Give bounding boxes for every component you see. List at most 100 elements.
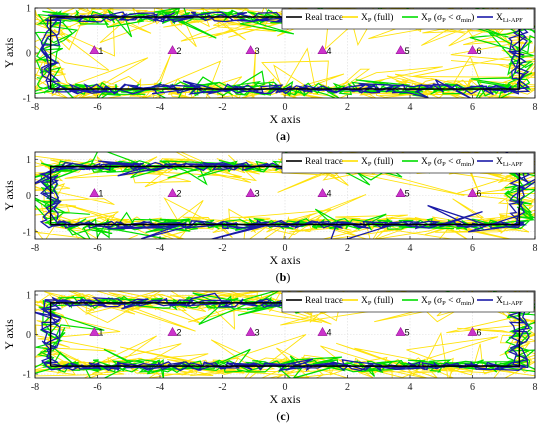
panel-caption-letter: a: [280, 129, 286, 143]
anchor-label: 2: [177, 328, 182, 338]
anchor-marker: [395, 45, 406, 55]
y-tick-label: 1: [26, 155, 31, 166]
x-tick-label: -4: [156, 243, 164, 254]
anchor-marker: [395, 188, 406, 197]
x-tick-label: -2: [218, 382, 226, 393]
legend-entry: Real trace: [305, 296, 343, 306]
x-axis-label: X axis: [270, 392, 301, 406]
x-tick-label: -6: [93, 243, 101, 254]
anchor-marker: [245, 188, 256, 197]
x-tick-label: -6: [93, 382, 101, 393]
chart-panel-b: 1 2 3 4 5 6 -8 -6 -4 -2 0 2 4 6 8 -1 0 1 X axis Y axis Real …: [2, 151, 538, 284]
anchor-label: 3: [255, 328, 260, 338]
anchor-marker: [167, 188, 178, 197]
x-tick-label: 4: [408, 102, 413, 113]
series-line-xp-full: [35, 291, 535, 378]
x-tick-label: 0: [283, 382, 288, 393]
legend-entry: XLi-APF: [496, 296, 523, 307]
anchor-marker: [467, 45, 478, 55]
y-tick-label: 1: [26, 290, 31, 301]
legend-entry: XP (full): [361, 295, 393, 307]
anchor-label: 1: [98, 328, 103, 338]
anchor-marker: [89, 188, 100, 197]
y-tick-label: -1: [23, 94, 31, 105]
x-tick-label: 6: [470, 102, 475, 113]
y-tick-label: 0: [26, 191, 31, 202]
x-tick-label: -4: [156, 102, 164, 113]
y-axis-label: Y axis: [2, 37, 16, 68]
anchor-label: 6: [477, 328, 482, 338]
x-tick-label: 2: [345, 382, 350, 393]
legend-box: [281, 8, 535, 30]
anchor-label: 3: [255, 46, 260, 56]
anchor-label: 6: [477, 46, 482, 56]
x-tick-label: -4: [156, 382, 164, 393]
panel-caption: (b): [276, 270, 291, 284]
x-tick-label: -8: [31, 243, 39, 254]
anchor-marker: [167, 45, 178, 55]
plot-area: [35, 291, 535, 378]
x-tick-label: 8: [533, 382, 538, 393]
x-tick-label: -2: [218, 102, 226, 113]
anchor-marker: [395, 326, 406, 336]
legend-entry: XP (full): [361, 156, 393, 168]
x-tick-label: -8: [31, 382, 39, 393]
anchor-label: 3: [255, 189, 260, 199]
y-axis-label: Y axis: [2, 319, 16, 350]
x-tick-label: -8: [31, 102, 39, 113]
anchor-label: 1: [98, 189, 103, 199]
anchor-label: 5: [405, 189, 410, 199]
chart-panel-c: 1 2 3 4 5 6 -8 -6 -4 -2 0 2 4 6 8 -1 0 1 X axis Y axis Real …: [2, 290, 538, 423]
legend-entry: XP (σP < σmin): [421, 295, 474, 307]
legend: Real trace XP (full) XP (σP < σmin) XLi-APF: [281, 291, 535, 313]
anchor-marker: [467, 188, 478, 197]
anchor-marker: [317, 188, 328, 197]
anchor-marker: [89, 326, 100, 336]
anchor-label: 4: [327, 189, 332, 199]
anchor-marker: [245, 45, 256, 55]
anchor-label: 5: [405, 46, 410, 56]
anchor-marker: [89, 45, 100, 55]
y-tick-label: 0: [26, 49, 31, 60]
legend-box: [281, 291, 535, 313]
panel-caption-letter: c: [280, 409, 286, 423]
x-tick-label: 4: [408, 382, 413, 393]
panel-caption: (c): [276, 409, 289, 423]
anchor-label: 6: [477, 189, 482, 199]
legend-entry: XP (σP < σmin): [421, 12, 474, 24]
x-tick-label: 2: [345, 243, 350, 254]
legend-box: [281, 152, 535, 174]
anchor-marker: [467, 326, 478, 336]
x-axis-label: X axis: [270, 112, 301, 126]
x-tick-label: 0: [283, 102, 288, 113]
x-tick-label: 6: [470, 382, 475, 393]
plot-area: [35, 152, 535, 239]
anchor-label: 2: [177, 189, 182, 199]
y-tick-label: -1: [23, 227, 31, 238]
x-tick-label: -6: [93, 102, 101, 113]
y-tick-label: 0: [26, 330, 31, 341]
x-axis-label: X axis: [270, 253, 301, 267]
legend: Real trace XP (full) XP (σP < σmin) XLi-APF: [281, 8, 535, 30]
x-tick-label: 4: [408, 243, 413, 254]
x-tick-label: 6: [470, 243, 475, 254]
y-tick-label: -1: [23, 370, 31, 381]
anchor-label: 2: [177, 46, 182, 56]
anchor-label: 4: [327, 46, 332, 56]
anchor-marker: [317, 326, 328, 336]
legend-entry: XP (full): [361, 12, 393, 24]
y-axis-label: Y axis: [2, 180, 16, 211]
x-tick-label: 8: [533, 102, 538, 113]
legend-entry: XP (σP < σmin): [421, 156, 474, 168]
legend-entry: XLi-APF: [496, 157, 523, 168]
x-tick-label: 8: [533, 243, 538, 254]
legend: Real trace XP (full) XP (σP < σmin) XLi-APF: [281, 152, 535, 174]
panel-caption: (a): [276, 129, 290, 143]
anchor-marker: [245, 326, 256, 336]
anchor-marker: [167, 326, 178, 336]
x-tick-label: 0: [283, 243, 288, 254]
legend-entry: Real trace: [305, 13, 343, 23]
anchor-marker: [317, 45, 328, 55]
legend-entry: Real trace: [305, 157, 343, 167]
